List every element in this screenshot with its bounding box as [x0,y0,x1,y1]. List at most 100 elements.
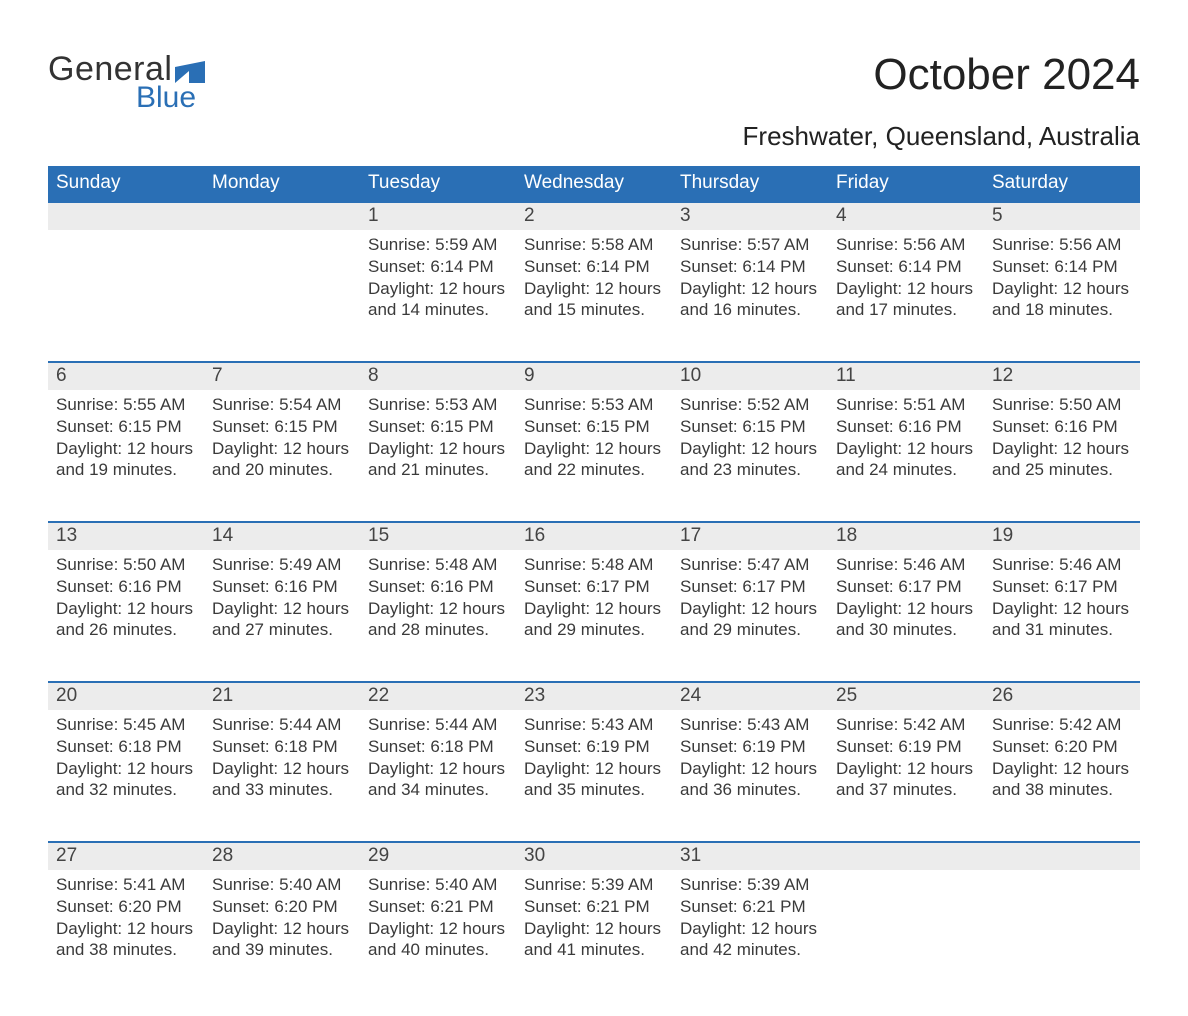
sunrise-line: Sunrise: 5:53 AM [524,394,664,416]
daylight-line: Daylight: 12 hours and 26 minutes. [56,598,196,642]
day-number-cell: 26 [984,682,1140,710]
sunrise-line: Sunrise: 5:44 AM [212,714,352,736]
flag-icon [175,61,205,83]
day-body-cell: Sunrise: 5:55 AMSunset: 6:15 PMDaylight:… [48,390,204,496]
sunrise-line: Sunrise: 5:53 AM [368,394,508,416]
day-body-cell: Sunrise: 5:56 AMSunset: 6:14 PMDaylight:… [984,230,1140,336]
day-number-cell: 13 [48,522,204,550]
day-body-cell: Sunrise: 5:42 AMSunset: 6:19 PMDaylight:… [828,710,984,816]
day-body-cell: Sunrise: 5:48 AMSunset: 6:17 PMDaylight:… [516,550,672,656]
day-number-cell: 12 [984,362,1140,390]
day-body-cell: Sunrise: 5:43 AMSunset: 6:19 PMDaylight:… [516,710,672,816]
day-body-cell: Sunrise: 5:50 AMSunset: 6:16 PMDaylight:… [48,550,204,656]
sunrise-line: Sunrise: 5:39 AM [524,874,664,896]
daylight-line: Daylight: 12 hours and 17 minutes. [836,278,976,322]
daylight-line: Daylight: 12 hours and 29 minutes. [524,598,664,642]
sunset-line: Sunset: 6:14 PM [836,256,976,278]
sunrise-line: Sunrise: 5:56 AM [836,234,976,256]
day-body-row: Sunrise: 5:41 AMSunset: 6:20 PMDaylight:… [48,870,1140,976]
sunset-line: Sunset: 6:21 PM [524,896,664,918]
daylight-line: Daylight: 12 hours and 39 minutes. [212,918,352,962]
sunset-line: Sunset: 6:15 PM [212,416,352,438]
location-subtitle: Freshwater, Queensland, Australia [48,121,1140,152]
sunrise-line: Sunrise: 5:59 AM [368,234,508,256]
day-body-cell: Sunrise: 5:44 AMSunset: 6:18 PMDaylight:… [360,710,516,816]
daylight-line: Daylight: 12 hours and 38 minutes. [992,758,1132,802]
brand-word-blue: Blue [136,81,205,115]
sunset-line: Sunset: 6:14 PM [368,256,508,278]
day-body-cell: Sunrise: 5:47 AMSunset: 6:17 PMDaylight:… [672,550,828,656]
day-number-cell: 30 [516,842,672,870]
week-separator [48,816,1140,842]
sunset-line: Sunset: 6:15 PM [368,416,508,438]
sunset-line: Sunset: 6:16 PM [368,576,508,598]
day-number-cell: 6 [48,362,204,390]
sunset-line: Sunset: 6:18 PM [56,736,196,758]
daylight-line: Daylight: 12 hours and 41 minutes. [524,918,664,962]
daylight-line: Daylight: 12 hours and 29 minutes. [680,598,820,642]
sunrise-line: Sunrise: 5:47 AM [680,554,820,576]
daylight-line: Daylight: 12 hours and 16 minutes. [680,278,820,322]
sunset-line: Sunset: 6:18 PM [368,736,508,758]
sunrise-line: Sunrise: 5:48 AM [524,554,664,576]
sunset-line: Sunset: 6:16 PM [212,576,352,598]
day-header: Saturday [984,166,1140,202]
daylight-line: Daylight: 12 hours and 36 minutes. [680,758,820,802]
day-body-cell [48,230,204,336]
day-body-cell: Sunrise: 5:46 AMSunset: 6:17 PMDaylight:… [828,550,984,656]
day-body-cell: Sunrise: 5:53 AMSunset: 6:15 PMDaylight:… [360,390,516,496]
day-header: Wednesday [516,166,672,202]
sunrise-line: Sunrise: 5:40 AM [368,874,508,896]
sunrise-line: Sunrise: 5:39 AM [680,874,820,896]
day-number-cell: 8 [360,362,516,390]
daylight-line: Daylight: 12 hours and 34 minutes. [368,758,508,802]
day-number-cell: 7 [204,362,360,390]
sunrise-line: Sunrise: 5:46 AM [836,554,976,576]
day-header-row: Sunday Monday Tuesday Wednesday Thursday… [48,166,1140,202]
day-body-cell: Sunrise: 5:43 AMSunset: 6:19 PMDaylight:… [672,710,828,816]
daylight-line: Daylight: 12 hours and 33 minutes. [212,758,352,802]
day-number-cell: 22 [360,682,516,710]
daylight-line: Daylight: 12 hours and 27 minutes. [212,598,352,642]
daynum-row: 13141516171819 [48,522,1140,550]
day-body-cell: Sunrise: 5:52 AMSunset: 6:15 PMDaylight:… [672,390,828,496]
day-number-cell: 14 [204,522,360,550]
day-number-cell: 29 [360,842,516,870]
sunrise-line: Sunrise: 5:43 AM [680,714,820,736]
sunset-line: Sunset: 6:20 PM [56,896,196,918]
day-number-cell [828,842,984,870]
sunset-line: Sunset: 6:15 PM [56,416,196,438]
sunset-line: Sunset: 6:14 PM [680,256,820,278]
calendar-body: 12345Sunrise: 5:59 AMSunset: 6:14 PMDayl… [48,202,1140,976]
day-header: Monday [204,166,360,202]
page-title: October 2024 [873,50,1140,100]
sunset-line: Sunset: 6:17 PM [680,576,820,598]
sunrise-line: Sunrise: 5:56 AM [992,234,1132,256]
daylight-line: Daylight: 12 hours and 22 minutes. [524,438,664,482]
calendar-table: Sunday Monday Tuesday Wednesday Thursday… [48,166,1140,976]
sunrise-line: Sunrise: 5:46 AM [992,554,1132,576]
sunrise-line: Sunrise: 5:49 AM [212,554,352,576]
day-header: Friday [828,166,984,202]
sunset-line: Sunset: 6:16 PM [992,416,1132,438]
daylight-line: Daylight: 12 hours and 40 minutes. [368,918,508,962]
day-body-cell: Sunrise: 5:39 AMSunset: 6:21 PMDaylight:… [672,870,828,976]
day-number-cell: 1 [360,202,516,230]
day-body-cell: Sunrise: 5:46 AMSunset: 6:17 PMDaylight:… [984,550,1140,656]
sunrise-line: Sunrise: 5:58 AM [524,234,664,256]
day-number-cell: 19 [984,522,1140,550]
sunrise-line: Sunrise: 5:45 AM [56,714,196,736]
sunrise-line: Sunrise: 5:50 AM [992,394,1132,416]
day-body-row: Sunrise: 5:55 AMSunset: 6:15 PMDaylight:… [48,390,1140,496]
day-number-cell: 4 [828,202,984,230]
daylight-line: Daylight: 12 hours and 31 minutes. [992,598,1132,642]
sunset-line: Sunset: 6:14 PM [992,256,1132,278]
day-number-cell: 20 [48,682,204,710]
daynum-row: 20212223242526 [48,682,1140,710]
day-body-cell: Sunrise: 5:40 AMSunset: 6:21 PMDaylight:… [360,870,516,976]
day-body-cell: Sunrise: 5:42 AMSunset: 6:20 PMDaylight:… [984,710,1140,816]
daylight-line: Daylight: 12 hours and 35 minutes. [524,758,664,802]
day-number-cell: 25 [828,682,984,710]
day-body-cell: Sunrise: 5:40 AMSunset: 6:20 PMDaylight:… [204,870,360,976]
sunset-line: Sunset: 6:20 PM [212,896,352,918]
